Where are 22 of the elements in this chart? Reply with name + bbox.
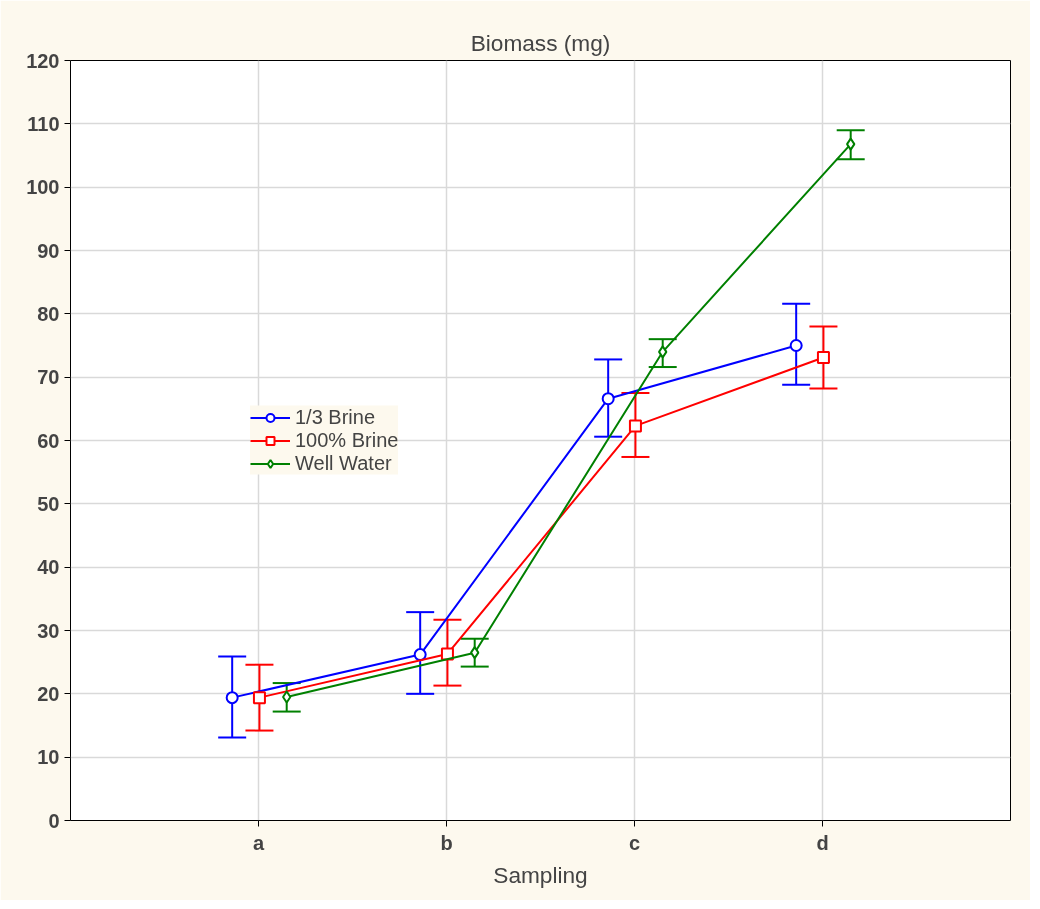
chart-title: Biomass (mg) xyxy=(470,29,611,56)
y-tick-label: 120 xyxy=(26,49,60,72)
legend-label: 1/3 Brine xyxy=(295,405,376,429)
y-tick-label: 20 xyxy=(37,682,60,705)
y-tick-label: 110 xyxy=(27,112,60,135)
y-tick-label: 40 xyxy=(37,556,60,579)
x-tick-label: c xyxy=(628,831,641,854)
y-tick-label: 70 xyxy=(37,366,60,389)
x-tick-label: d xyxy=(816,831,829,854)
y-tick-label: 60 xyxy=(37,429,60,452)
legend-label: 100% Brine xyxy=(295,428,399,452)
y-tick-label: 10 xyxy=(37,746,60,769)
y-tick-label: 90 xyxy=(37,239,60,262)
x-tick-label: a xyxy=(252,831,265,854)
x-tick-label: b xyxy=(440,831,453,854)
y-tick-label: 80 xyxy=(37,302,60,325)
y-tick-label: 50 xyxy=(37,492,60,515)
y-tick-label: 100 xyxy=(26,176,60,199)
legend-label: Well Water xyxy=(295,451,392,475)
y-tick-label: 30 xyxy=(37,619,60,642)
x-axis-title: Sampling xyxy=(493,861,588,888)
y-tick-label: 0 xyxy=(48,809,60,832)
